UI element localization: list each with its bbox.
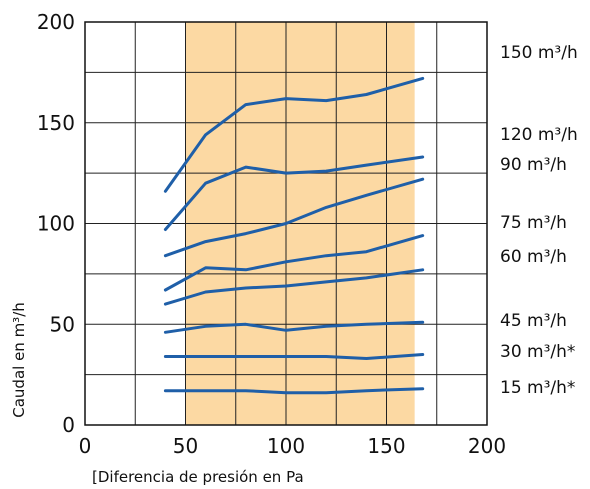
x-tick-label: 100 [267, 434, 305, 458]
series-lines [163, 76, 425, 395]
series-labels: 150 m³/h 120 m³/h 90 m³/h 75 m³/h 60 m³/h 45 … [500, 43, 578, 398]
series-label: 150 m³/h [500, 43, 578, 63]
y-axis-title: Caudal en m³/h [10, 302, 28, 418]
y-tick-label: 0 [62, 413, 75, 437]
series-label: 75 m³/h [500, 213, 567, 233]
y-tick-label: 200 [37, 10, 75, 34]
series-line [163, 155, 425, 231]
x-axis-title: [Diferencia de presión en Pa [92, 468, 304, 486]
series-label: 90 m³/h [500, 155, 567, 175]
series-line [163, 177, 425, 258]
y-tick-label: 150 [37, 111, 75, 135]
x-tick-labels: 0 50 100 150 200 [79, 434, 506, 458]
series-label: 30 m³/h* [500, 342, 575, 362]
series-label: 120 m³/h [500, 125, 578, 145]
x-tick-label: 0 [79, 434, 92, 458]
series-line [163, 353, 425, 360]
series-line [163, 387, 425, 395]
y-tick-label: 100 [37, 212, 75, 236]
series-line [163, 234, 425, 292]
series-line [163, 268, 425, 306]
plot-frame [84, 21, 488, 426]
series-line [163, 76, 425, 193]
x-tick-label: 200 [468, 434, 506, 458]
y-tick-labels: 0 50 100 150 200 [37, 10, 75, 437]
series-label: 60 m³/h [500, 247, 567, 267]
series-label: 45 m³/h [500, 311, 567, 331]
series-label: 15 m³/h* [500, 378, 575, 398]
x-tick-label: 50 [173, 434, 198, 458]
series-line [163, 320, 425, 334]
y-tick-label: 50 [50, 312, 75, 336]
x-tick-label: 150 [367, 434, 405, 458]
